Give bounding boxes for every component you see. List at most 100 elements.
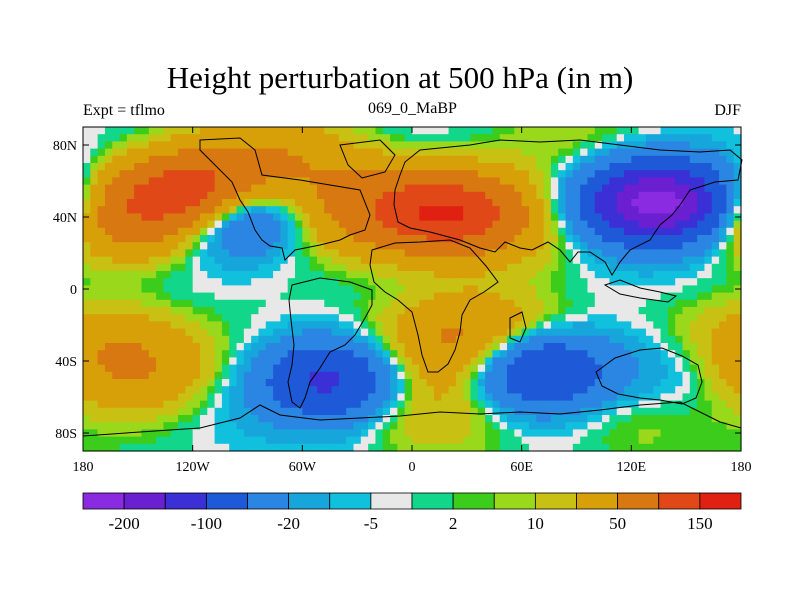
field-cell bbox=[689, 371, 698, 380]
field-cell bbox=[433, 155, 442, 164]
field-cell bbox=[470, 227, 479, 236]
field-cell bbox=[134, 386, 143, 394]
field-cell bbox=[185, 206, 194, 214]
field-cell bbox=[587, 170, 596, 178]
field-cell bbox=[616, 393, 625, 402]
field-cell bbox=[719, 242, 727, 250]
field-cell bbox=[660, 443, 669, 452]
field-cell bbox=[572, 350, 581, 358]
field-cell bbox=[280, 436, 289, 445]
field-cell bbox=[221, 148, 230, 157]
field-cell bbox=[587, 263, 596, 272]
field-cell bbox=[112, 220, 121, 229]
field-cell bbox=[719, 429, 727, 438]
field-cell bbox=[624, 436, 632, 445]
field-cell bbox=[295, 371, 303, 380]
field-cell bbox=[580, 134, 589, 142]
field-cell bbox=[653, 134, 662, 142]
field-cell bbox=[572, 443, 581, 452]
field-cell bbox=[711, 141, 720, 150]
field-cell bbox=[83, 170, 91, 178]
field-cell bbox=[507, 256, 515, 265]
field-cell bbox=[697, 227, 706, 236]
field-cell bbox=[90, 335, 99, 344]
field-cell bbox=[229, 400, 238, 409]
field-cell bbox=[455, 379, 464, 387]
field-cell bbox=[543, 191, 552, 200]
field-cell bbox=[441, 407, 450, 416]
field-cell bbox=[390, 443, 398, 452]
field-cell bbox=[287, 357, 296, 366]
field-cell bbox=[631, 371, 640, 380]
field-cell bbox=[273, 271, 281, 279]
field-cell bbox=[287, 407, 296, 416]
field-cell bbox=[704, 278, 713, 286]
field-cell bbox=[602, 155, 610, 164]
field-cell bbox=[192, 407, 201, 416]
field-cell bbox=[280, 235, 289, 243]
field-cell bbox=[207, 386, 216, 394]
field-cell bbox=[397, 191, 406, 200]
field-cell bbox=[353, 328, 362, 337]
field-cell bbox=[660, 436, 669, 445]
field-cell bbox=[441, 371, 450, 380]
field-cell bbox=[572, 285, 581, 294]
field-cell bbox=[521, 191, 530, 200]
field-cell bbox=[726, 148, 735, 157]
field-cell bbox=[470, 170, 479, 178]
field-cell bbox=[375, 141, 384, 150]
field-cell bbox=[711, 134, 720, 142]
field-cell bbox=[580, 429, 589, 438]
field-cell bbox=[404, 256, 413, 265]
field-cell bbox=[338, 299, 347, 308]
field-cell bbox=[492, 415, 501, 423]
field-cell bbox=[528, 307, 537, 315]
field-cell bbox=[353, 443, 362, 452]
field-cell bbox=[528, 191, 537, 200]
field-cell bbox=[141, 379, 150, 387]
field-cell bbox=[148, 364, 157, 373]
field-cell bbox=[587, 141, 596, 150]
field-cell bbox=[90, 127, 99, 135]
field-cell bbox=[221, 393, 230, 402]
field-cell bbox=[660, 170, 669, 178]
field-cell bbox=[273, 127, 281, 135]
field-cell bbox=[711, 314, 720, 322]
field-cell bbox=[536, 285, 545, 294]
field-cell bbox=[543, 328, 552, 337]
field-cell bbox=[229, 141, 238, 150]
field-cell bbox=[163, 163, 172, 171]
y-tick-label: 40N bbox=[53, 211, 77, 226]
field-cell bbox=[199, 163, 208, 171]
field-cell bbox=[719, 299, 727, 308]
field-cell bbox=[514, 163, 523, 171]
field-cell bbox=[477, 263, 486, 272]
field-cell bbox=[104, 371, 113, 380]
field-cell bbox=[126, 379, 135, 387]
field-cell bbox=[426, 400, 435, 409]
field-cell bbox=[660, 371, 669, 380]
field-cell bbox=[214, 335, 223, 344]
field-cell bbox=[185, 191, 194, 200]
field-cell bbox=[543, 278, 552, 286]
field-cell bbox=[689, 206, 698, 214]
field-cell bbox=[331, 163, 340, 171]
field-cell bbox=[265, 436, 274, 445]
field-cell bbox=[170, 386, 179, 394]
field-cell bbox=[207, 278, 216, 286]
field-cell bbox=[126, 184, 135, 193]
field-cell bbox=[236, 443, 245, 452]
field-cell bbox=[170, 429, 179, 438]
field-cell bbox=[309, 271, 318, 279]
field-cell bbox=[667, 357, 676, 366]
field-cell bbox=[236, 213, 245, 222]
field-cell bbox=[675, 206, 684, 214]
field-cell bbox=[638, 127, 647, 135]
field-cell bbox=[689, 335, 698, 344]
field-cell bbox=[397, 379, 406, 387]
field-cell bbox=[412, 364, 420, 373]
field-cell bbox=[470, 263, 479, 272]
field-cell bbox=[243, 235, 252, 243]
field-cell bbox=[316, 256, 325, 265]
field-cell bbox=[97, 371, 106, 380]
